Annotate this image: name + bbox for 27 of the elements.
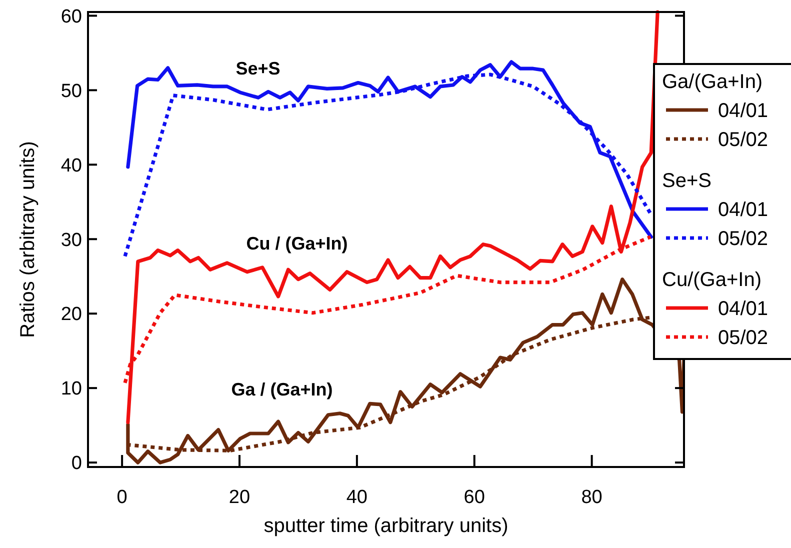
legend-label: 05/02 <box>718 228 768 250</box>
y-tick-label: 40 <box>60 155 82 176</box>
annotation: Cu/(Ga+In) <box>662 269 762 291</box>
y-tick-label: 0 <box>71 453 82 474</box>
legend-label: 04/01 <box>718 199 768 221</box>
x-tick-label: 0 <box>116 487 128 508</box>
x-tick-label: 80 <box>581 487 602 508</box>
legend-label: 04/01 <box>718 298 768 320</box>
x-tick-label: 20 <box>228 487 250 508</box>
line-series <box>126 10 660 424</box>
annotation: Cu / (Ga+In) <box>246 233 348 254</box>
y-tick-label: 30 <box>60 230 82 251</box>
annotation: Ga / (Ga+In) <box>231 379 333 400</box>
annotation: Se+S <box>236 58 280 78</box>
annotation: Se+S <box>662 170 712 192</box>
x-tick-label: 40 <box>346 487 368 508</box>
legend-label: 05/02 <box>718 129 768 151</box>
y-tick-label: 20 <box>60 304 82 326</box>
y-tick-label: 50 <box>60 80 82 102</box>
y-axis-title: Ratios (arbitrary units) <box>17 141 39 338</box>
annotation: Ga/(Ga+In) <box>662 71 763 93</box>
y-tick-label: 10 <box>60 378 82 400</box>
legend-label: 04/01 <box>718 100 768 122</box>
y-tick-label: 60 <box>60 6 82 28</box>
x-tick-label: 60 <box>464 487 485 508</box>
legend-label: 05/02 <box>718 327 768 349</box>
x-axis-title: sputter time (arbitrary units) <box>264 515 508 537</box>
